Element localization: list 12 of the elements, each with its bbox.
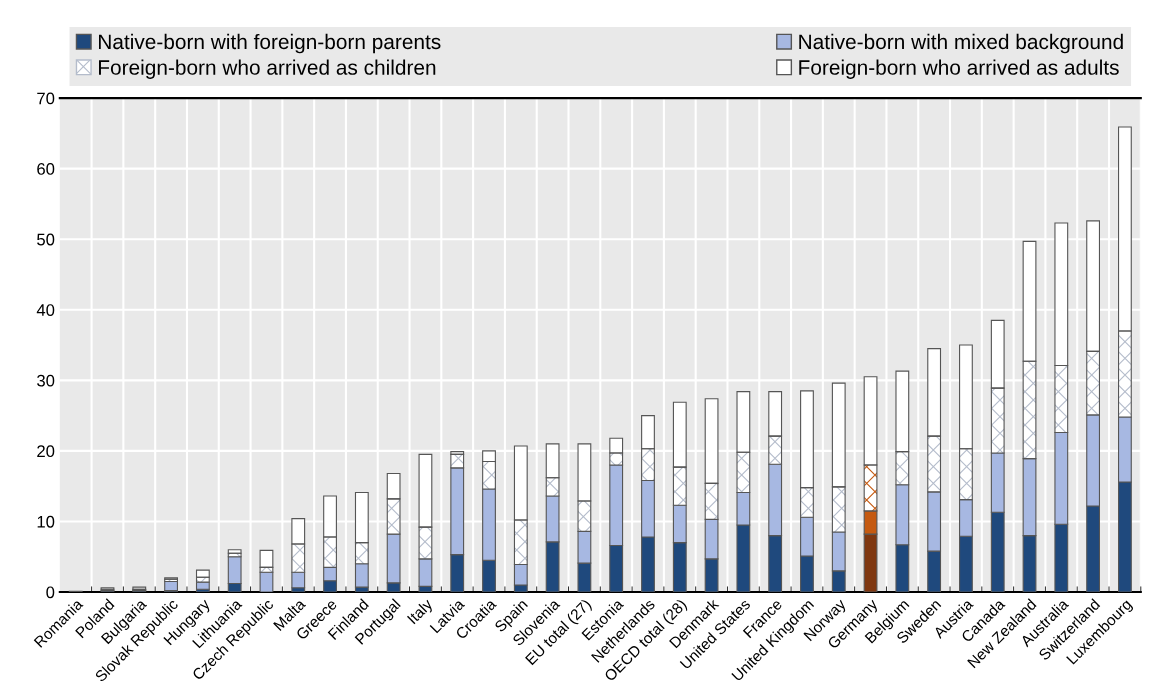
y-tick-label: 60: [37, 163, 55, 175]
y-tick-label: 20: [37, 445, 55, 458]
y-tick-label: 30: [37, 374, 55, 387]
y-tick-label: 50: [37, 233, 55, 246]
legend-label: Foreign-born who arrived as children: [99, 59, 436, 79]
y-tick-label: 70: [37, 92, 55, 105]
y-tick-label: 40: [36, 304, 55, 316]
y-tick-label: 0: [46, 586, 55, 599]
legend-label: Native-born with foreign-born parents: [99, 33, 441, 54]
y-tick-label: 10: [37, 515, 55, 528]
legend-label: Foreign-born who arrived as adults: [799, 59, 1119, 79]
legend-label: Native-born with mixed background: [799, 33, 1123, 54]
